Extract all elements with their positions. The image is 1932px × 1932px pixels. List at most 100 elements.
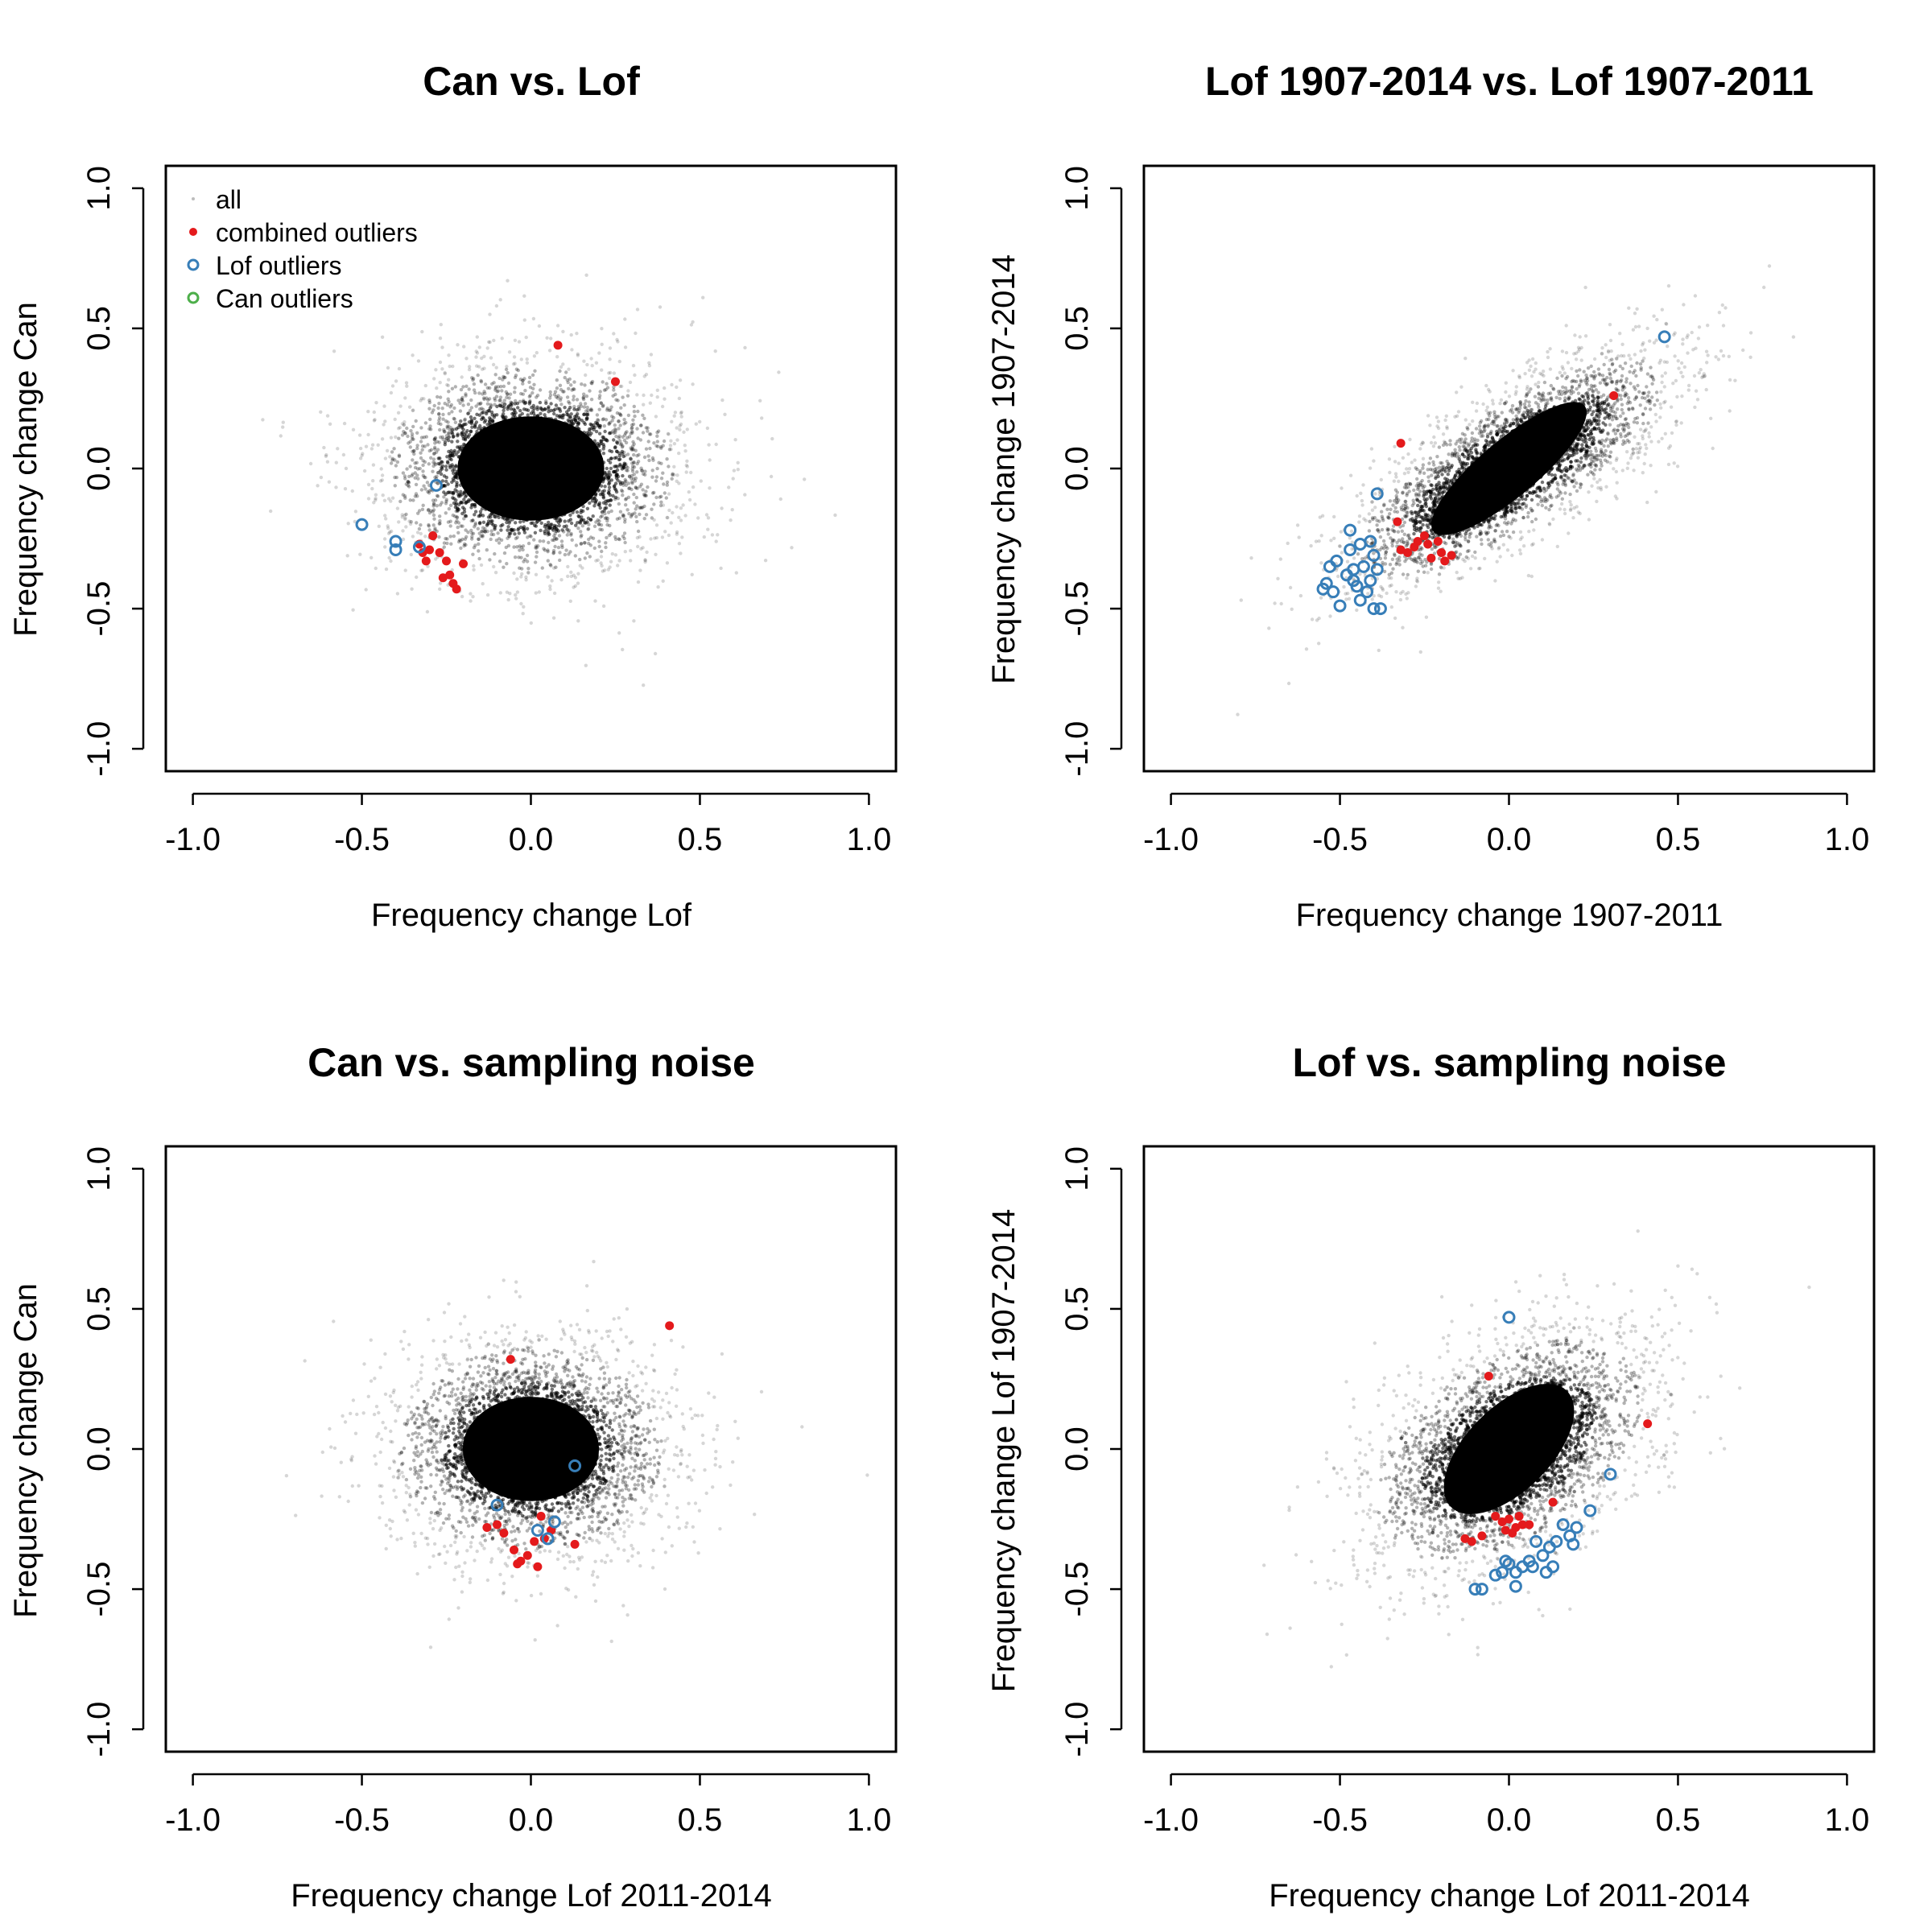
all-point [1480,429,1484,434]
all-point [593,475,597,479]
all-point [499,385,503,389]
all-point [624,462,628,466]
all-point [521,494,526,499]
all-point [576,481,580,486]
all-point [568,433,573,437]
all-point [648,401,652,405]
all-point [502,408,506,413]
all-point [555,511,560,516]
all-point [566,380,570,385]
all-point [436,494,440,498]
all-point [407,519,411,523]
all-point [1394,590,1398,594]
all-point [576,421,580,426]
all-point [603,568,607,572]
all-point [386,524,390,528]
all-point [421,463,425,468]
all-point [1355,608,1359,613]
all-point [477,494,481,498]
all-point [609,531,613,536]
all-point [1666,345,1670,349]
all-point [705,426,710,431]
all-point [462,473,466,477]
all-point [473,521,477,526]
all-point [470,531,474,535]
all-point [1564,377,1568,381]
all-point [659,494,663,498]
all-point [546,407,551,411]
all-point [460,397,464,402]
all-point [491,532,496,537]
all-point [499,426,504,431]
all-point [493,385,498,389]
all-point [1463,357,1468,361]
all-point [510,427,514,432]
all-point [626,481,631,485]
all-point [472,450,476,455]
all-point [431,510,435,514]
all-point [501,434,505,439]
all-point [1637,447,1641,452]
all-point [546,484,550,488]
all-point [529,521,533,526]
all-point [402,423,406,427]
all-point [631,444,635,448]
all-point [567,399,571,404]
all-point [479,535,483,539]
all-point [460,375,464,379]
all-point [543,514,547,518]
all-point [1399,507,1404,512]
all-point [525,462,529,466]
all-point [490,382,494,386]
all-point [516,427,520,431]
all-point [644,426,648,430]
all-point [629,514,633,519]
all-point [602,424,606,428]
all-point [324,454,328,458]
all-point [415,460,419,464]
all-point [1412,488,1416,493]
all-point [563,406,567,410]
all-point [397,453,402,457]
all-point [551,420,555,424]
all-point [553,544,557,549]
all-point [494,365,498,369]
all-point [650,475,654,479]
all-point [564,486,568,490]
all-point [496,510,500,514]
all-point [638,438,643,442]
all-point [518,399,522,403]
all-point [398,404,402,408]
all-point [549,336,553,341]
all-point [1462,441,1467,445]
all-point [543,522,547,527]
all-point [624,440,629,445]
all-point [548,390,552,394]
all-point [431,457,436,461]
all-point [627,512,631,516]
combined-outlier-point [428,531,438,541]
all-point [600,441,604,445]
all-point [518,378,523,382]
all-point [543,413,547,417]
all-point [714,442,718,447]
all-point [535,395,539,399]
all-point [572,489,576,493]
all-point [682,430,686,434]
all-point [499,452,503,456]
all-point [598,448,602,453]
all-point [646,454,650,458]
all-point [563,519,567,523]
all-point [509,470,514,475]
all-point [390,458,394,462]
all-point [1426,475,1430,479]
all-point [557,477,561,481]
all-point [599,401,604,405]
all-point [442,427,446,432]
all-point [394,379,398,383]
all-point [377,524,381,528]
all-point [500,437,504,442]
y-axis-label: Frequency change Can [8,302,43,637]
all-point [414,482,419,487]
all-point [683,449,687,453]
